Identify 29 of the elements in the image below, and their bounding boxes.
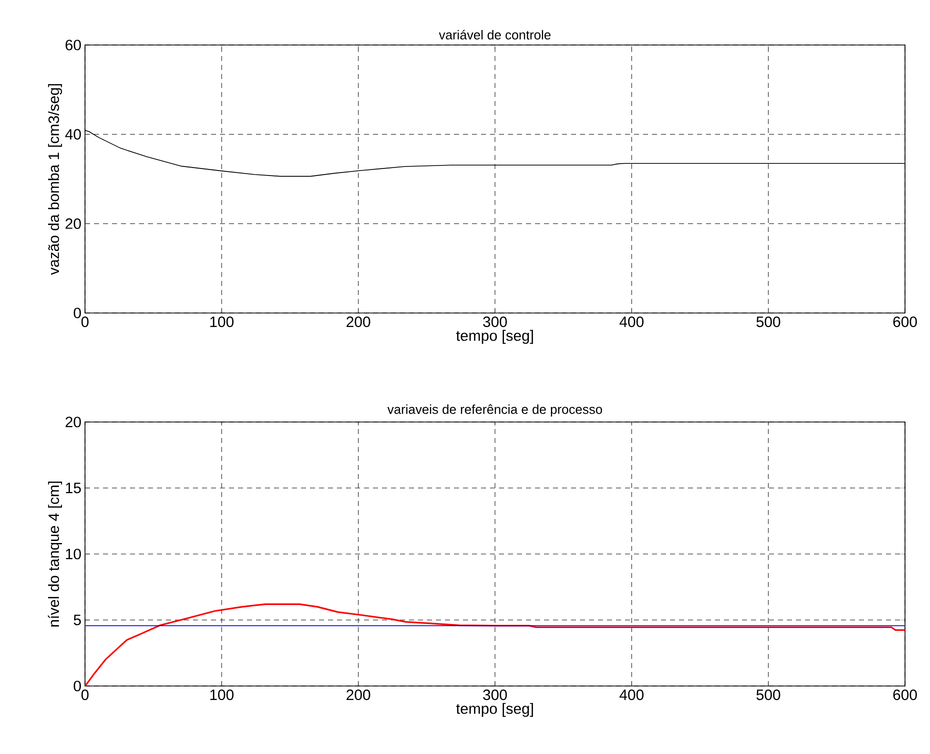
y-tick-label: 60 — [66, 40, 81, 50]
x-tick-label: 100 — [210, 316, 234, 328]
x-tick-label: 0 — [81, 316, 89, 328]
y-axis-title: nível do tanque 4 [cm] — [48, 482, 62, 627]
x-tick-label: 600 — [893, 690, 917, 700]
chart-title: variaveis de referência e de processo — [387, 404, 602, 416]
x-axis-title: tempo [seg] — [456, 702, 533, 717]
x-tick-label: 600 — [893, 316, 917, 328]
x-axis-title: tempo [seg] — [456, 330, 533, 344]
y-tick-label: 0 — [74, 308, 81, 318]
y-tick-label: 20 — [66, 416, 81, 428]
x-tick-label: 200 — [346, 316, 370, 328]
y-tick-label: 15 — [66, 482, 81, 494]
x-tick-label: 100 — [210, 690, 234, 700]
x-tick-label: 300 — [483, 690, 507, 700]
y-tick-label: 0 — [74, 680, 81, 692]
y-tick-label: 10 — [66, 548, 81, 560]
x-tick-label: 200 — [346, 690, 370, 700]
y-axis-title: vazão da bomba 1 [cm3/seg] — [48, 84, 62, 275]
x-tick-label: 500 — [756, 690, 780, 700]
x-tick-label: 500 — [756, 316, 780, 328]
y-tick-label: 40 — [65, 129, 81, 140]
y-tick-label: 20 — [66, 218, 81, 229]
x-tick-label: 400 — [620, 316, 644, 328]
x-tick-label: 0 — [81, 690, 89, 700]
x-tick-label: 400 — [620, 690, 644, 700]
x-tick-label: 300 — [483, 316, 507, 328]
chart-title: variável de controle — [438, 30, 551, 40]
y-tick-label: 5 — [74, 614, 81, 626]
